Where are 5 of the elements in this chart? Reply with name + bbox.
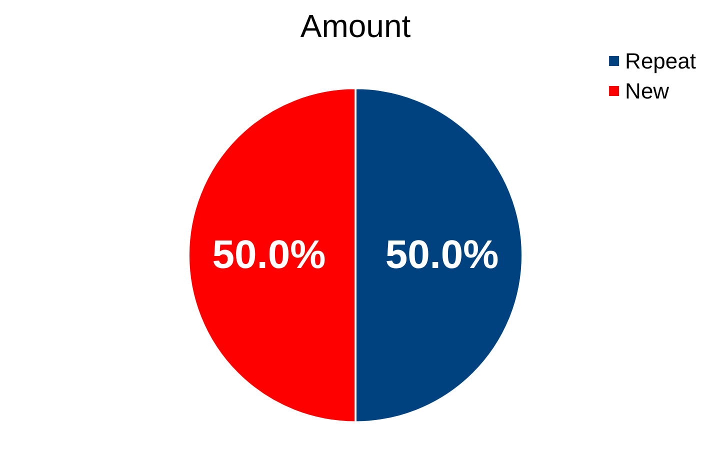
data-label: 50.0% xyxy=(385,233,499,278)
chart-title: Amount xyxy=(300,8,411,44)
legend-label: Repeat xyxy=(625,48,696,74)
legend-label: New xyxy=(625,78,670,104)
data-label: 50.0% xyxy=(212,233,326,278)
